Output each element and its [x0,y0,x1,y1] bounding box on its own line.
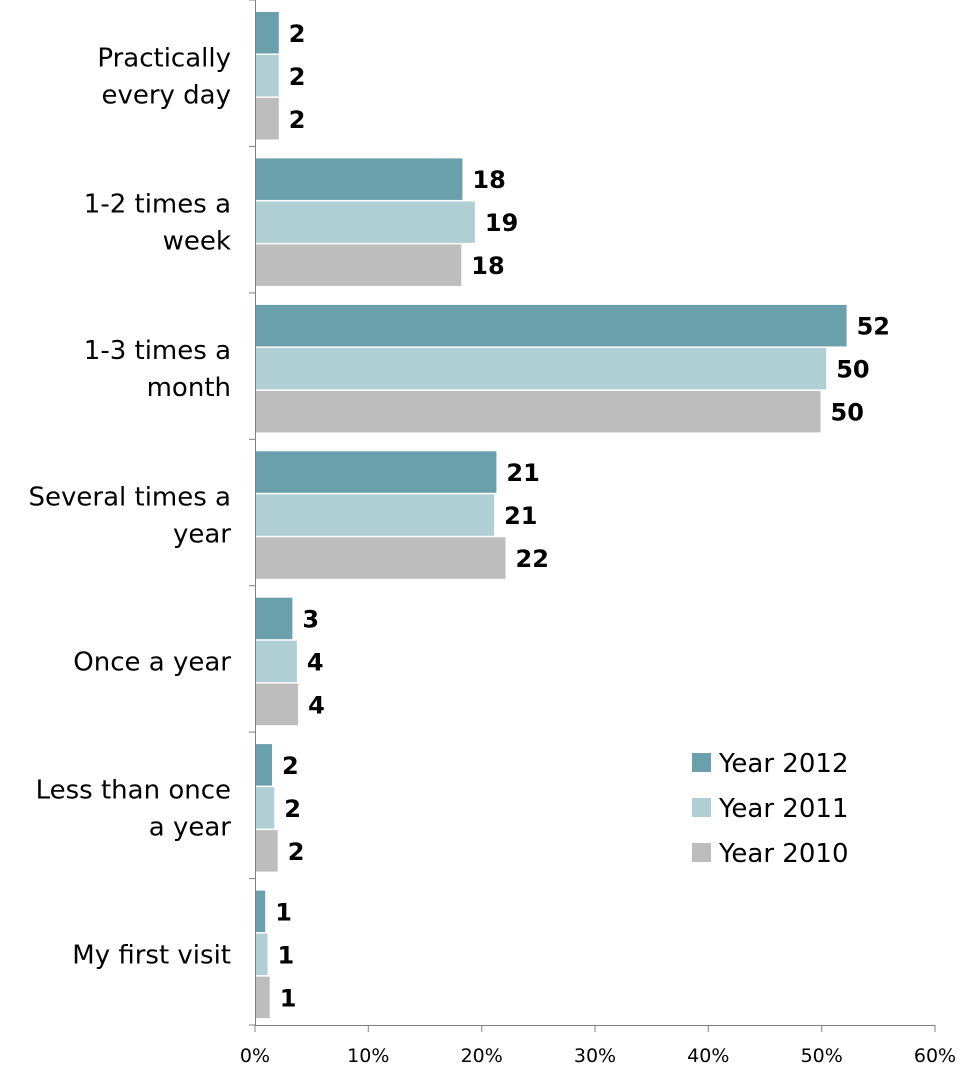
data-label: 2 [284,795,301,823]
axes: Practically every day 1-2 times a week 1-3 t… [29,0,956,1067]
bar-3-series-2 [255,347,827,390]
data-label: 2 [289,106,306,134]
data-label: 21 [506,459,539,487]
data-label: 50 [831,399,864,427]
legend: Year 2012 Year 2011 Year 2010 [692,749,848,869]
bar-5-series-1 [255,597,293,640]
x-tick-label: 60% [914,1045,956,1067]
category-label: 1-2 times a [84,190,231,220]
data-label: 50 [836,356,869,384]
bar-1-series-3 [255,98,279,140]
category-label: Practically [97,43,231,73]
bar-1-series-1 [255,12,279,54]
data-label: 3 [302,606,319,634]
bar-2-series-1 [255,158,463,200]
legend-label: Year 2012 [718,749,848,779]
category-label: Several times a [29,483,231,513]
bar-4-series-2 [255,494,495,536]
x-tick-label: 30% [574,1045,616,1067]
data-label: 18 [472,166,505,194]
bar-6-series-2 [255,787,275,829]
data-label: 1 [275,898,292,926]
data-label: 4 [307,649,324,677]
legend-label: Year 2010 [718,839,848,869]
category-label: Once a year [73,648,231,678]
data-label: 52 [857,313,890,341]
data-label: 19 [485,209,518,237]
bar-4-series-1 [255,451,497,493]
bar-6-series-3 [255,830,278,872]
data-label: 1 [278,941,295,969]
legend-swatch [692,753,711,772]
x-tick-label: 20% [461,1045,503,1067]
data-label: 18 [471,252,504,280]
data-label: 2 [289,20,306,48]
category-label: My first visit [72,940,231,970]
legend-swatch [692,843,711,862]
data-label: 22 [516,545,549,573]
category-label: a year [149,812,232,842]
data-label: 2 [289,63,306,91]
bar-5-series-3 [255,683,299,726]
legend-label: Year 2011 [718,794,848,824]
data-label: 2 [288,838,305,866]
data-label: 21 [504,502,537,530]
x-tick-label: 50% [801,1045,843,1067]
x-tick-label: 0% [240,1045,270,1067]
bar-7-series-1 [255,890,266,933]
category-label: every day [101,80,231,110]
category-label: year [173,520,231,550]
bars-layer [255,12,847,1019]
bar-3-series-1 [255,304,847,347]
bar-1-series-2 [255,55,279,97]
bar-2-series-3 [255,244,462,286]
data-label: 1 [280,984,297,1012]
x-tick-label: 10% [347,1045,389,1067]
bar-2-series-2 [255,201,475,243]
bar-3-series-3 [255,390,821,433]
bar-5-series-2 [255,640,297,683]
data-label: 4 [308,692,325,720]
bar-7-series-3 [255,976,270,1019]
bar-7-series-2 [255,933,268,976]
data-label: 2 [282,752,299,780]
category-label: month [147,373,231,403]
category-label: 1-3 times a [84,336,231,366]
legend-swatch [692,798,711,817]
category-label: Less than once [36,775,231,805]
x-tick-label: 40% [687,1045,729,1067]
bar-6-series-1 [255,744,272,786]
category-label: week [163,227,231,257]
bar-4-series-3 [255,537,506,579]
